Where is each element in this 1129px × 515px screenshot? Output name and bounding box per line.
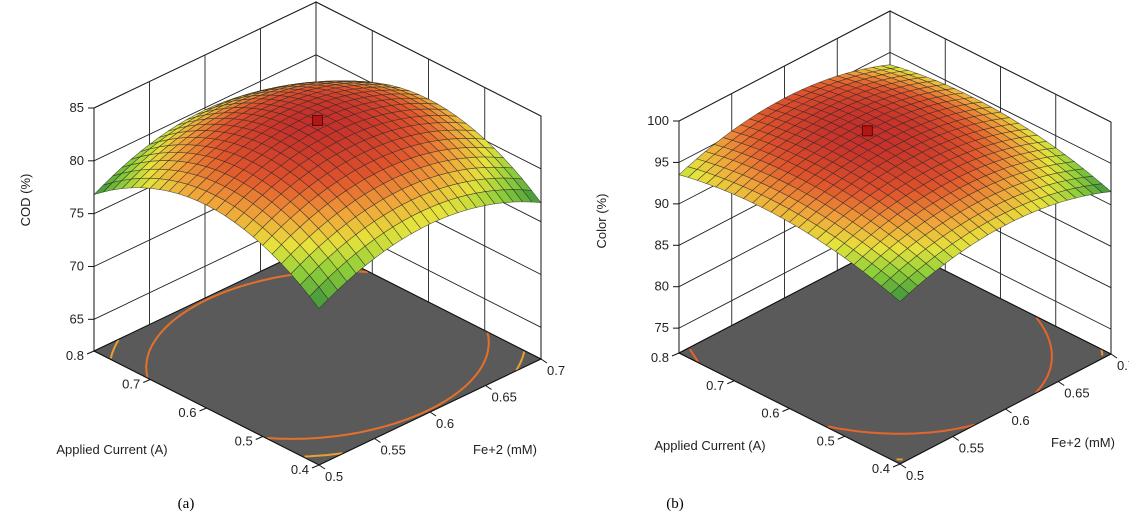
x-tick-label: 0.7 [547, 363, 565, 378]
y-tick-mark [143, 379, 151, 383]
x-tick-label: 0.5 [325, 469, 343, 484]
x-tick-label: 0.5 [906, 468, 924, 483]
y-tick-mark [199, 407, 207, 412]
x-tick-mark [485, 385, 492, 390]
y-tick-mark [782, 408, 790, 412]
y-tick-mark [837, 435, 845, 440]
panel-a-ticks: 65 70 75 80 85 0.4 0.5 0.6 0.7 0.8 0.5 0.55 0.6 0.65 0… [66, 100, 565, 484]
x-tick-mark [1005, 408, 1012, 414]
z-tick-label: 75 [655, 320, 669, 335]
panel-a-ylabel: Applied Current (A) [56, 442, 167, 457]
panel-b-zlabel: Color (%) [594, 194, 609, 249]
x-tick-mark [1057, 381, 1065, 386]
panel-a-zlabel: COD (%) [18, 174, 33, 227]
x-tick-mark [899, 463, 907, 469]
y-tick-label: 0.6 [761, 406, 779, 421]
panel-a-max-marker [312, 114, 323, 126]
panel-a-cod-surface: 65 70 75 80 85 0.4 0.5 0.6 0.7 0.8 0.5 0.55 0.6 0.65 0… [18, 1, 565, 512]
x-tick-label: 0.65 [1064, 386, 1089, 401]
panel-b-max-marker [861, 125, 873, 137]
x-tick-mark [540, 358, 548, 364]
x-tick-mark [429, 411, 437, 417]
surface-patch [309, 286, 329, 310]
x-tick-label: 0.6 [436, 416, 454, 431]
contour-line [896, 349, 1104, 461]
panel-b-xlabel: Fe+2 (mM) [1051, 435, 1115, 450]
surface-patch [890, 285, 910, 302]
max-point-marker [861, 125, 873, 137]
y-tick-label: 0.8 [651, 350, 669, 365]
z-tick-label: 75 [70, 206, 84, 221]
y-tick-label: 0.7 [122, 377, 140, 392]
y-tick-label: 0.5 [235, 434, 253, 449]
z-tick-label: 95 [655, 154, 669, 169]
y-tick-mark [727, 380, 735, 385]
y-tick-label: 0.5 [817, 433, 835, 448]
panel-b-caption: (b) [666, 496, 684, 512]
y-tick-label: 0.4 [872, 461, 890, 476]
z-tick-label: 65 [70, 311, 84, 326]
x-tick-label: 0.55 [959, 441, 984, 456]
x-tick-label: 0.65 [492, 390, 517, 405]
z-tick-label: 85 [655, 237, 669, 252]
y-tick-mark [892, 463, 901, 468]
panel-b-color-surface: 75 80 85 90 95 100 0.4 0.5 0.6 0.7 0.8 0.5 0.55 0.6 0.… [594, 10, 1129, 512]
z-tick-label: 70 [70, 258, 84, 273]
panel-a-surface [93, 80, 542, 310]
z-tick-label: 85 [70, 100, 84, 115]
y-tick-mark [671, 352, 680, 357]
y-tick-label: 0.6 [178, 405, 196, 420]
z-tick-label: 80 [70, 153, 84, 168]
z-tick-label: 90 [655, 196, 669, 211]
y-tick-label: 0.4 [291, 462, 309, 477]
panel-a-caption: (a) [178, 496, 195, 512]
x-tick-label: 0.55 [381, 443, 406, 458]
panel-a-xlabel: Fe+2 (mM) [473, 442, 537, 457]
y-tick-mark [311, 464, 320, 469]
y-tick-label: 0.8 [66, 348, 84, 363]
z-tick-label: 100 [647, 113, 669, 128]
y-tick-mark [86, 350, 95, 355]
x-tick-mark [1110, 353, 1118, 359]
panel-b-surface [678, 64, 1112, 302]
panel-b-ticks: 75 80 85 90 95 100 0.4 0.5 0.6 0.7 0.8 0.5 0.55 0.6 0.… [647, 113, 1129, 483]
x-tick-label: 0.6 [1012, 413, 1030, 428]
x-tick-label: 0.7 [1117, 358, 1129, 373]
z-tick-label: 80 [655, 279, 669, 294]
y-tick-mark [255, 436, 263, 440]
y-tick-label: 0.7 [706, 378, 724, 393]
x-tick-mark [318, 464, 326, 470]
max-point-marker [312, 114, 323, 126]
panel-b-ylabel: Applied Current (A) [654, 438, 765, 453]
x-tick-mark [374, 438, 381, 443]
x-tick-mark [952, 436, 960, 441]
